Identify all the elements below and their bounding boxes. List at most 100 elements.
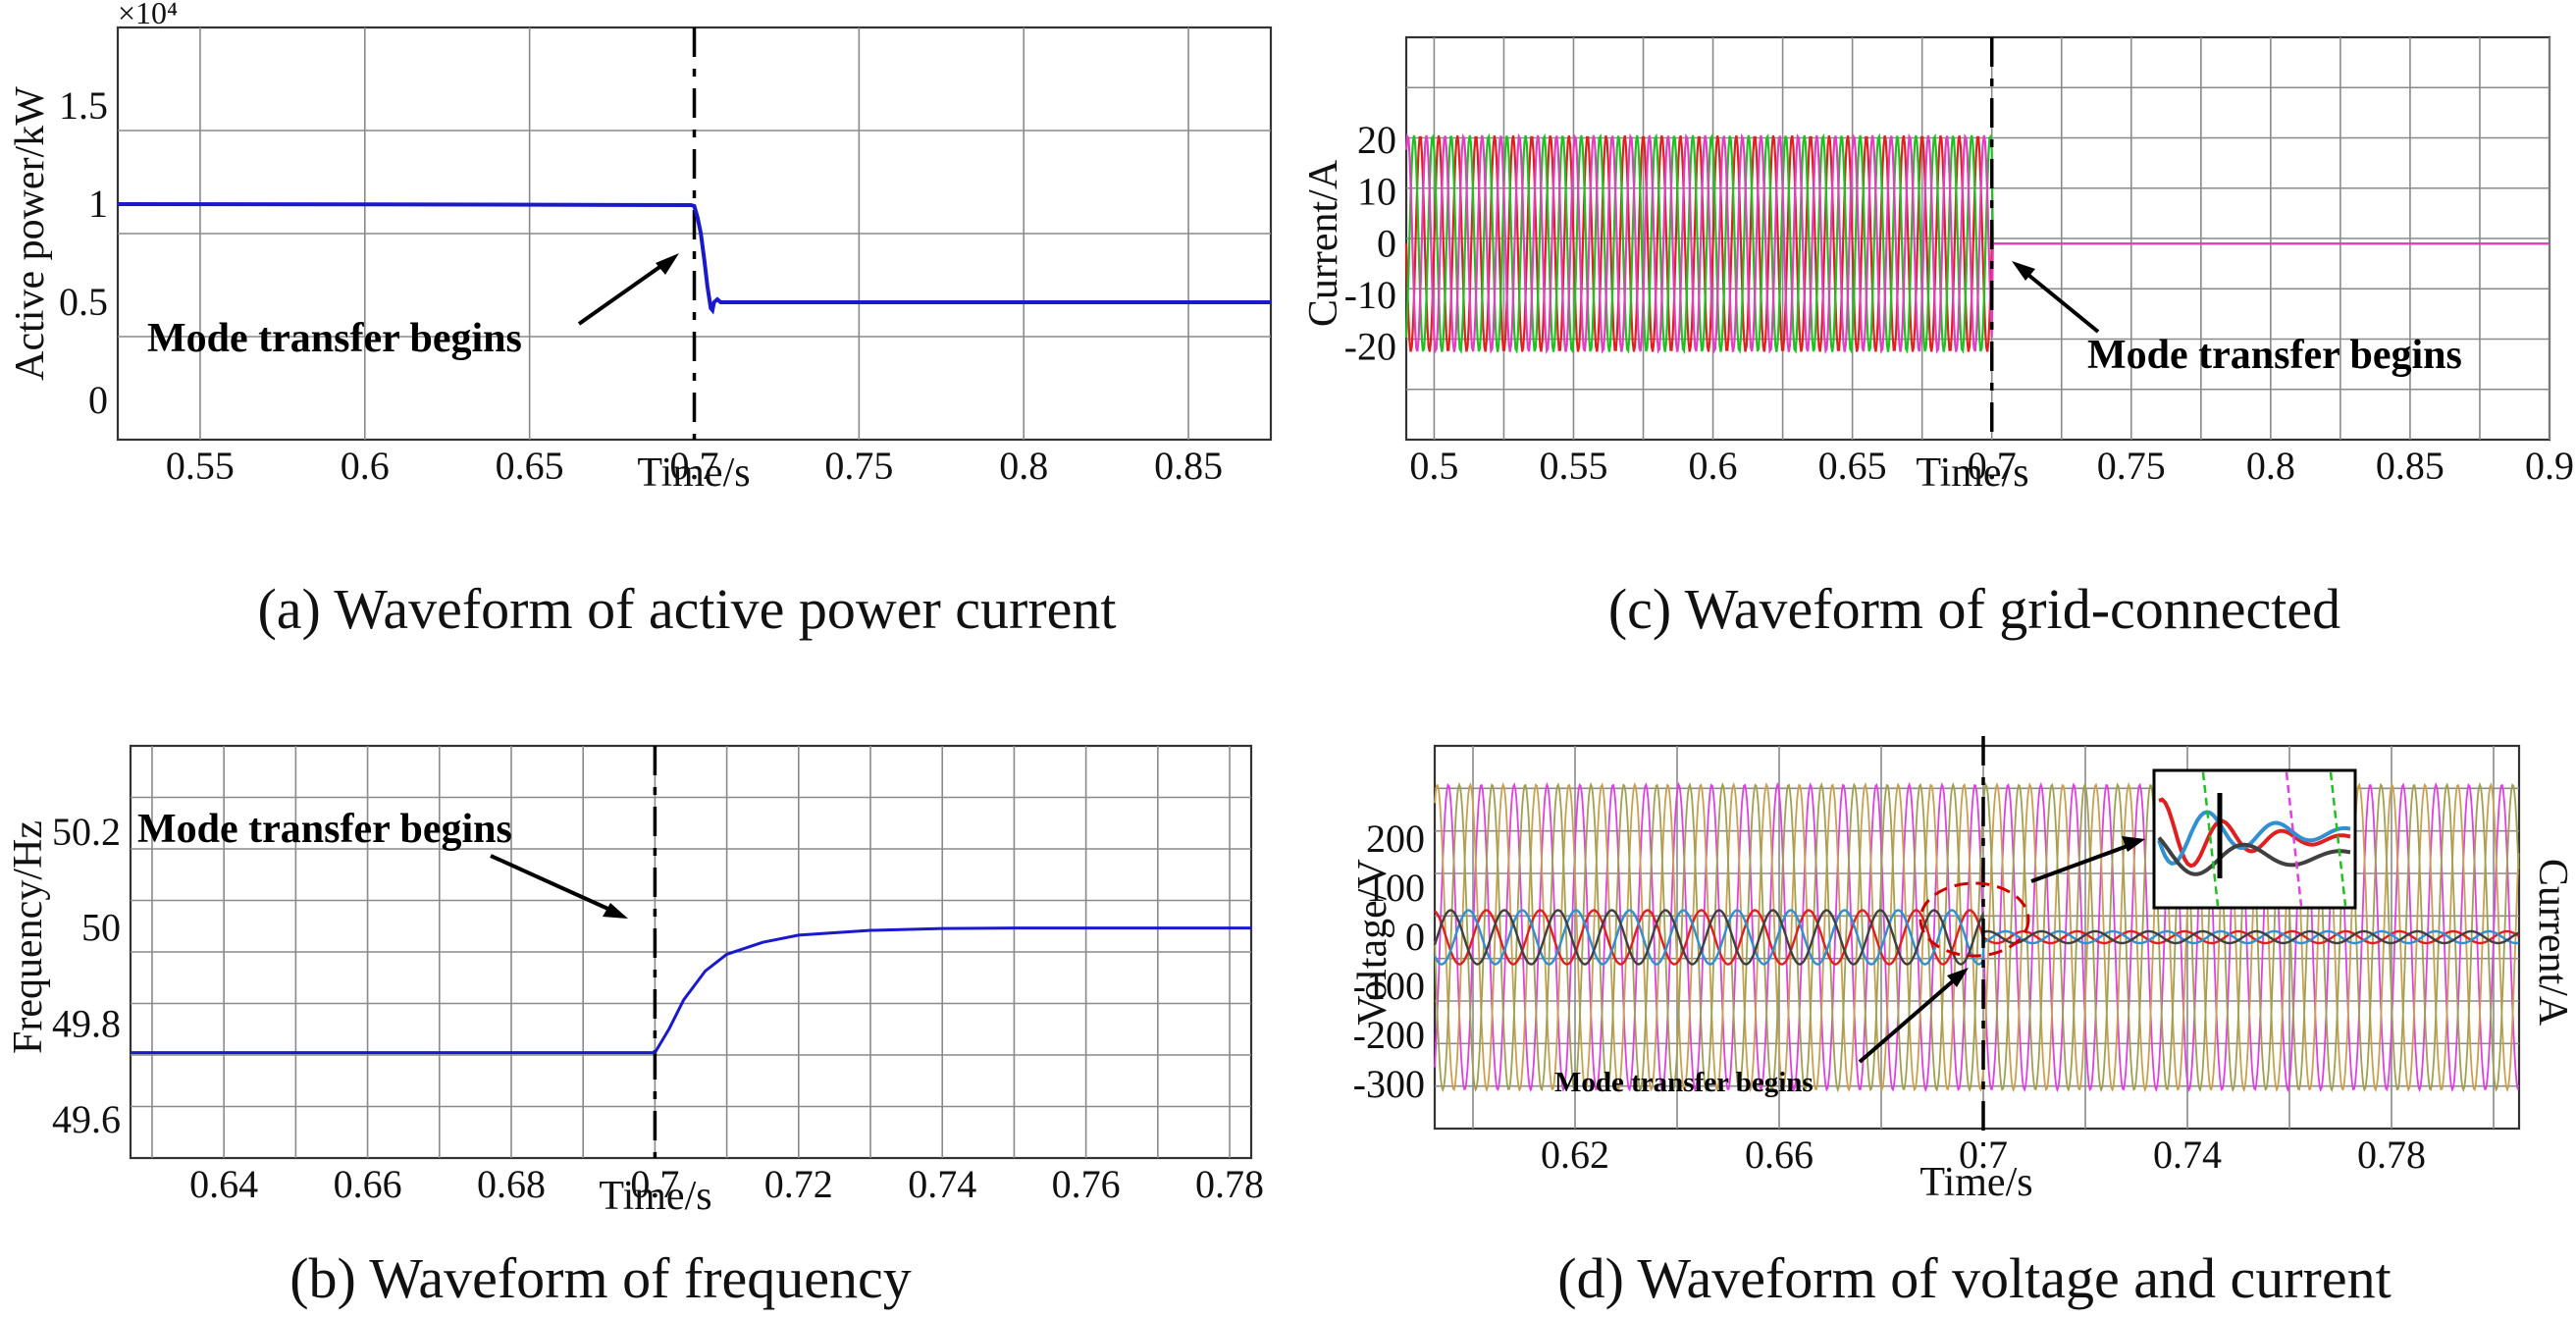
- plot-b-x-label: Time/s: [599, 1174, 711, 1219]
- plot-c-x-tick-label: 0.55: [1539, 444, 1607, 488]
- plot-d-x-tick-label: 0.78: [2357, 1133, 2426, 1177]
- plot-a-x-tick-label: 0.7: [670, 444, 719, 488]
- plot-d-series-current-c: [1433, 909, 2519, 966]
- plot-c-x-tick-label: 0.7: [1968, 444, 2017, 488]
- plot-b-grid: [131, 746, 1251, 1158]
- plot-d-y-tick-label: 100: [1366, 866, 1425, 910]
- plot-b-x-tick-labels: 0.64 0.66 0.68 0.7 0.72 0.74 0.76 0.78: [189, 1162, 1264, 1206]
- plot-c-annotation: Mode transfer begins: [2087, 333, 2462, 378]
- plot-d-inset-curve: [2157, 810, 2351, 866]
- plot-a-x-tick-label: 0.65: [496, 444, 564, 488]
- plot-d-y-tick-label: -100: [1353, 964, 1425, 1008]
- plot-c-series: [1404, 132, 2550, 354]
- plot-b-caption: (b) Waveform of frequency: [289, 1246, 912, 1310]
- plot-d-y-label-right: Current/A: [2530, 859, 2575, 1027]
- plot-b-series-frequency: [131, 926, 1251, 1055]
- plot-c-x-tick-label: 0.8: [2246, 444, 2295, 488]
- plot-a-annotation: Mode transfer begins: [147, 316, 522, 361]
- plot-d-highlight-ellipse: [1919, 881, 2030, 958]
- plot-b-annotation: Mode transfer begins: [137, 807, 512, 852]
- plot-b-y-tick-label: 50.2: [52, 810, 121, 854]
- plot-a-x-tick-label: 0.55: [166, 444, 235, 488]
- plot-d-y-label: Voltage/V: [1350, 859, 1395, 1026]
- plot-b-x-tick-label: 0.64: [189, 1162, 258, 1206]
- plot-d-x-tick-labels: 0.62 0.66 0.7 0.74 0.78: [1541, 1133, 2426, 1177]
- plot-d-series-voltage-c: [1434, 781, 2520, 1093]
- plot-c-x-tick-labels: 0.5 0.55 0.6 0.65 0.7 0.75 0.8 0.85 0.9: [1409, 444, 2574, 488]
- plot-c-x-tick-label: 0.85: [2376, 444, 2445, 488]
- plot-c-y-label: Current/A: [1301, 159, 1346, 327]
- plot-b-x-tick-label: 0.66: [334, 1162, 402, 1206]
- plot-b-y-label: Frequency/Hz: [6, 820, 51, 1054]
- plot-d-zoom-inset: [2152, 768, 2357, 910]
- panel-d: 0.62 0.66 0.7 0.74 0.78 -300-200-1000100200 …: [1350, 736, 2575, 1310]
- plot-a-caption: (a) Waveform of active power current: [257, 577, 1116, 641]
- plot-d-series: [1433, 781, 2520, 1093]
- plot-b-y-tick-label: 49.6: [52, 1097, 121, 1141]
- plot-d-y-tick-label: -200: [1353, 1013, 1425, 1057]
- plot-a-y-multiplier: ×10⁴: [118, 0, 178, 30]
- panel-c: 0.5 0.55 0.6 0.65 0.7 0.75 0.8 0.85 0.9 -20 -10 0 1…: [1301, 35, 2574, 641]
- plot-b-y-tick-label: 50: [81, 906, 121, 950]
- plot-d-x-label: Time/s: [1919, 1160, 2032, 1205]
- plot-d-caption: (d) Waveform of voltage and current: [1557, 1246, 2391, 1310]
- plot-c-caption: (c) Waveform of grid-connected: [1608, 577, 2340, 641]
- plot-c-series-phase-c: [1404, 132, 2550, 354]
- plot-a-x-tick-label: 0.75: [824, 444, 893, 488]
- plot-d-y-tick-label: 0: [1405, 915, 1425, 959]
- plot-d-inset-curve: [2158, 797, 2351, 869]
- plot-b-annotation-arrow: [490, 854, 628, 919]
- plot-d-zoom-inset-curves: [2157, 771, 2351, 907]
- plot-a-x-tick-label: 0.85: [1154, 444, 1223, 488]
- plot-a-y-tick-label: 1.5: [59, 83, 108, 128]
- plot-c-x-tick-label: 0.9: [2525, 444, 2574, 488]
- plot-d-x-tick-label: 0.74: [2153, 1133, 2222, 1177]
- plot-d-x-tick-label: 0.62: [1541, 1133, 1609, 1177]
- plot-d-inset-voltage-trace: [2329, 771, 2347, 907]
- plot-d-x-tick-label: 0.66: [1745, 1133, 1814, 1177]
- plot-d-y-tick-label: 200: [1366, 817, 1425, 861]
- plot-a-x-tick-label: 0.6: [341, 444, 390, 488]
- plot-d-series-current-b: [1433, 909, 2519, 966]
- plot-c-annotation-arrow: [2012, 261, 2100, 334]
- plot-b-x-tick-label: 0.72: [764, 1162, 833, 1206]
- plot-b-y-tick-label: 49.8: [52, 1001, 121, 1045]
- plot-c-y-tick-label: -10: [1344, 273, 1396, 317]
- plot-c-x-tick-label: 0.65: [1818, 444, 1887, 488]
- plot-d-series-voltage-b: [1434, 781, 2520, 1093]
- plot-a-y-tick-labels: 0 0.5 1 1.5: [59, 83, 108, 422]
- plot-b-x-tick-label: 0.68: [477, 1162, 546, 1206]
- plot-b-x-tick-label: 0.76: [1052, 1162, 1121, 1206]
- plot-a-x-tick-labels: 0.55 0.6 0.65 0.7 0.75 0.8 0.85: [166, 444, 1223, 488]
- plot-a-y-label: Active power/kW: [8, 86, 53, 381]
- plot-a-y-tick-label: 0.5: [59, 280, 108, 324]
- plot-b-x-tick-label: 0.78: [1195, 1162, 1264, 1206]
- plot-d-inset-curve: [2157, 836, 2351, 876]
- plot-d-annotation-arrow: [1858, 968, 1969, 1064]
- plot-d-y-tick-labels: -300 -200 -100 0 100 200: [1353, 817, 1425, 1106]
- plot-a-y-tick-label: 1: [88, 182, 108, 226]
- plot-b-y-tick-labels: 49.6 49.8 50 50.2: [52, 810, 121, 1141]
- plot-c-x-tick-label: 0.5: [1409, 444, 1458, 488]
- plot-d-inset-arrow: [2030, 836, 2145, 883]
- plot-c-x-tick-label: 0.6: [1689, 444, 1738, 488]
- plot-c-y-tick-labels: -20 -10 0 10 20: [1344, 118, 1396, 368]
- plot-d-annotation: Mode transfer begins: [1554, 1067, 1814, 1098]
- plot-b-x-tick-label: 0.7: [630, 1162, 679, 1206]
- plot-d-inset-voltage-trace: [2201, 771, 2220, 907]
- plot-c-y-tick-label: 0: [1377, 221, 1396, 265]
- plot-a-series-active-power: [117, 202, 1271, 315]
- plot-c-y-tick-label: -20: [1344, 324, 1396, 368]
- plot-c-y-tick-label: 10: [1357, 170, 1396, 214]
- plot-c-x-label: Time/s: [1916, 450, 2028, 496]
- plot-a-x-label: Time/s: [637, 450, 750, 496]
- panel-b: 0.64 0.66 0.68 0.7 0.72 0.74 0.76 0.78 49.6 49.8…: [6, 744, 1264, 1310]
- plot-d-x-tick-label: 0.7: [1959, 1133, 2008, 1177]
- plot-a-x-tick-label: 0.8: [999, 444, 1048, 488]
- plot-d-inset-voltage-trace: [2285, 771, 2303, 907]
- plot-a-y-tick-label: 0: [88, 378, 108, 422]
- plot-a-annotation-arrow: [577, 253, 679, 326]
- panel-a: ×10⁴ 0.55 0.6 0.65 0.7 0.75 0.8 0.85 00.511.5 …: [8, 0, 1273, 641]
- plot-d-y-tick-label: -300: [1353, 1062, 1425, 1106]
